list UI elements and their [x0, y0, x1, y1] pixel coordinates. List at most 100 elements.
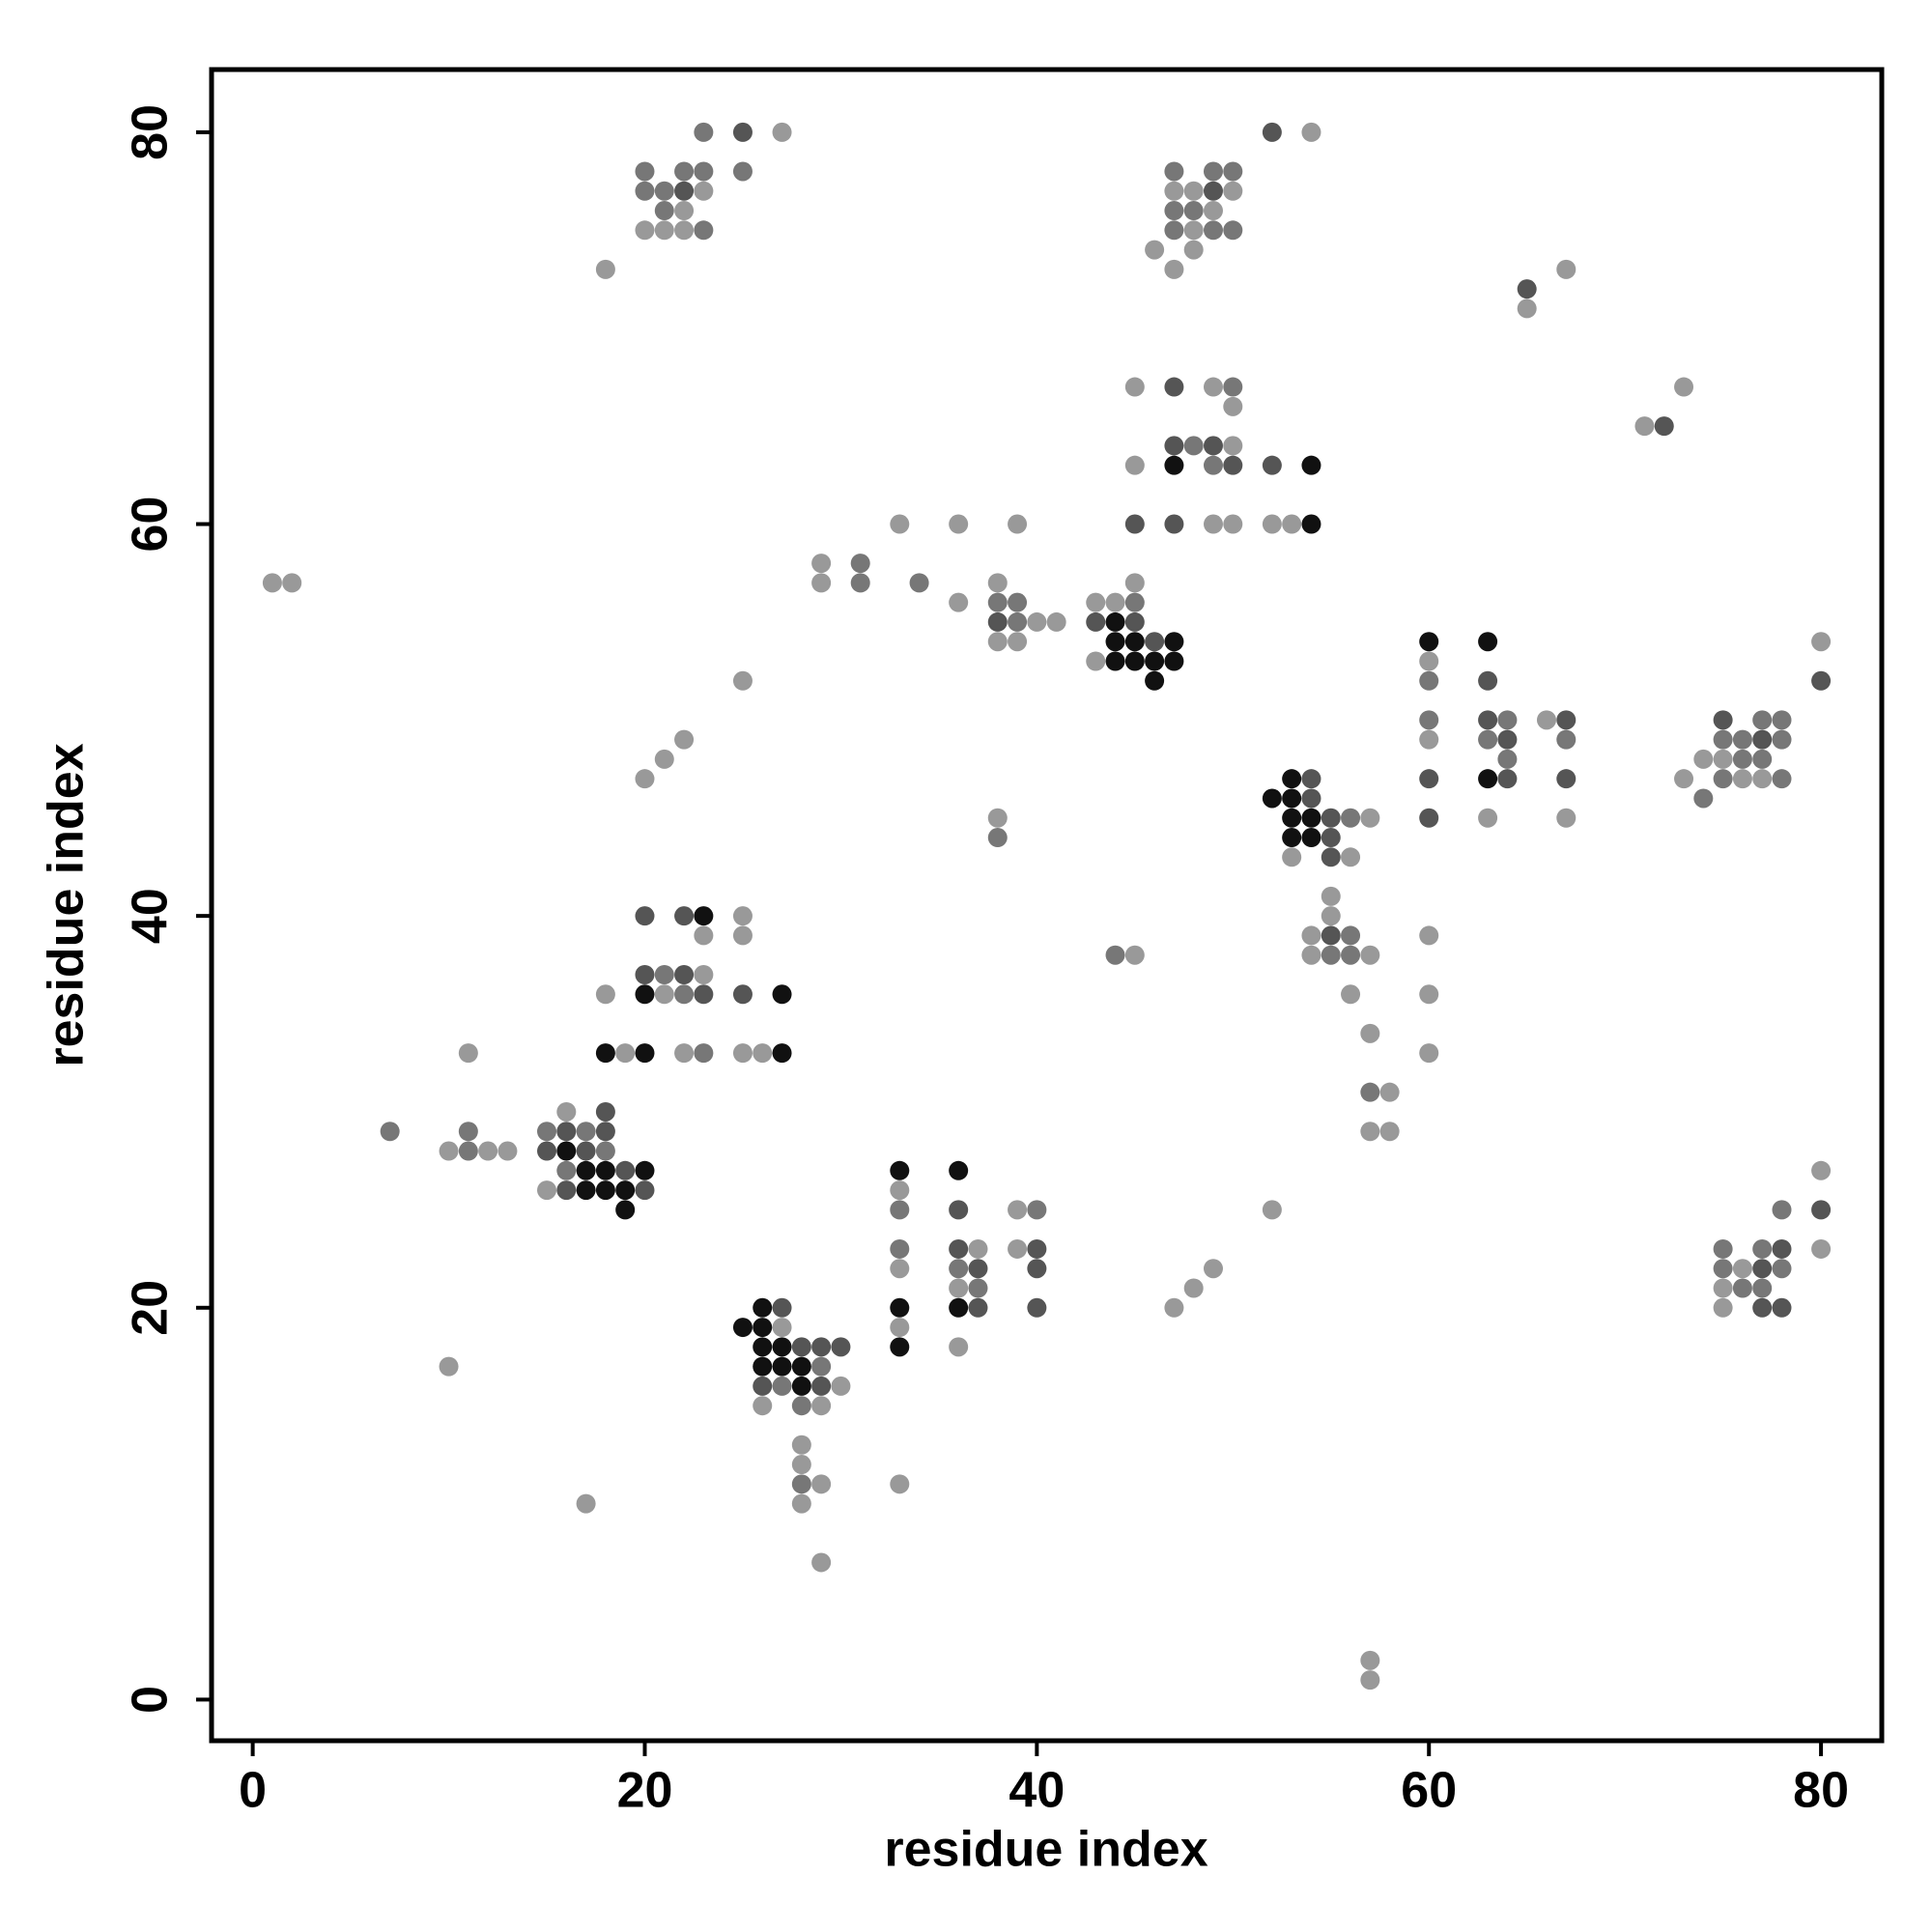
point [1086, 651, 1106, 671]
point [890, 1318, 910, 1338]
point [811, 554, 832, 574]
point [1203, 1259, 1223, 1279]
point [890, 1337, 910, 1357]
point [1223, 161, 1243, 182]
point [1262, 455, 1282, 475]
point [1556, 710, 1577, 730]
point [1183, 181, 1204, 201]
point [1145, 651, 1165, 671]
point [949, 1297, 969, 1318]
point [1752, 1259, 1773, 1279]
point [1223, 514, 1243, 534]
point [1164, 377, 1184, 397]
point [1301, 514, 1321, 534]
point [1478, 808, 1498, 828]
point [439, 1356, 459, 1377]
point [1478, 710, 1498, 730]
point [1752, 710, 1773, 730]
point [1497, 749, 1518, 769]
point [1752, 1238, 1773, 1259]
point [1124, 573, 1145, 593]
point [732, 984, 753, 1005]
point [1419, 1043, 1439, 1064]
point [556, 1180, 577, 1201]
point [968, 1259, 988, 1279]
point [1713, 1297, 1733, 1318]
point [791, 1435, 811, 1455]
point [674, 906, 695, 926]
point [694, 181, 714, 201]
point [1732, 769, 1752, 789]
point [753, 1043, 773, 1064]
point [753, 1376, 773, 1396]
point [732, 670, 753, 691]
point [458, 1043, 478, 1064]
point [890, 1160, 910, 1180]
point [949, 1200, 969, 1220]
point [380, 1122, 400, 1142]
x-tick-label: 0 [239, 1763, 267, 1819]
point [1124, 514, 1145, 534]
point [1713, 1238, 1733, 1259]
point [1772, 769, 1792, 789]
point [654, 220, 674, 241]
point [1497, 729, 1518, 750]
point [1772, 1297, 1792, 1318]
point [890, 1200, 910, 1220]
point [1419, 651, 1439, 671]
point [1772, 1238, 1792, 1259]
point [1341, 847, 1361, 867]
point [1360, 945, 1380, 965]
point [1008, 1200, 1028, 1220]
point [1282, 847, 1302, 867]
point [890, 1259, 910, 1279]
point [1360, 1670, 1380, 1690]
point [732, 161, 753, 182]
point [262, 573, 282, 593]
point [1360, 1122, 1380, 1142]
point [478, 1141, 498, 1161]
plot-frame [209, 67, 1885, 1744]
point [1124, 377, 1145, 397]
point [635, 769, 655, 789]
point [1008, 592, 1028, 612]
point [595, 1122, 615, 1142]
point [1203, 201, 1223, 221]
point [732, 1043, 753, 1064]
point [1282, 769, 1302, 789]
point [1674, 769, 1694, 789]
point [1164, 181, 1184, 201]
point [987, 828, 1008, 848]
point [1713, 769, 1733, 789]
point [1164, 220, 1184, 241]
point [1772, 1200, 1792, 1220]
point [1321, 808, 1341, 828]
point [595, 984, 615, 1005]
point [791, 1474, 811, 1494]
point [772, 1356, 792, 1377]
y-axis-title: residue index [39, 743, 95, 1066]
point [1164, 161, 1184, 182]
point [537, 1122, 557, 1142]
point [949, 514, 969, 534]
point [282, 573, 302, 593]
point [1419, 808, 1439, 828]
point [1164, 514, 1184, 534]
point [595, 259, 615, 279]
point [732, 925, 753, 946]
point [1203, 161, 1223, 182]
point [674, 181, 695, 201]
point [1164, 1297, 1184, 1318]
point [1752, 769, 1773, 789]
point [635, 1160, 655, 1180]
point [694, 161, 714, 182]
point [1419, 984, 1439, 1005]
point [1772, 729, 1792, 750]
point [1713, 1278, 1733, 1298]
point [890, 1180, 910, 1201]
point [1105, 611, 1125, 632]
point [635, 1043, 655, 1064]
point [987, 611, 1008, 632]
point [1203, 436, 1223, 456]
